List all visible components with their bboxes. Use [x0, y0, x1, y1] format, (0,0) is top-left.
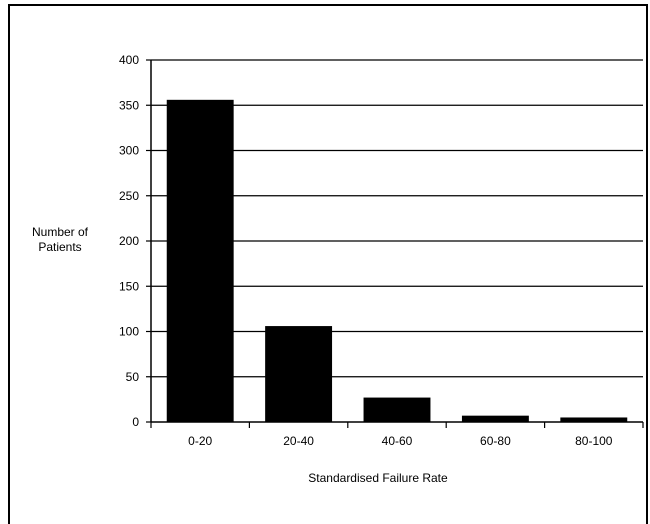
y-tick-label: 0 [132, 415, 139, 429]
y-tick-label: 150 [119, 279, 139, 293]
axes [146, 59, 644, 428]
x-tick-label: 60-80 [480, 434, 511, 448]
y-axis-title-line-2: Patients [38, 240, 81, 254]
bar-60-80 [461, 415, 529, 422]
y-axis-title-line-1: Number of [32, 225, 89, 239]
y-tick-label: 50 [126, 370, 140, 384]
x-tick-label: 80-100 [575, 434, 613, 448]
y-tick-label: 300 [119, 144, 139, 158]
x-axis-title: Standardised Failure Rate [308, 471, 448, 485]
x-tick-label: 40-60 [382, 434, 413, 448]
bar-20-40 [265, 326, 333, 422]
y-tick-label: 250 [119, 189, 139, 203]
y-tick-label: 400 [119, 53, 139, 67]
y-tick-label: 350 [119, 98, 139, 112]
bar-80-100 [560, 417, 628, 422]
x-tick-label: 20-40 [283, 434, 314, 448]
y-tick-label: 200 [119, 234, 139, 248]
chart-frame [8, 4, 648, 524]
bar-0-20 [166, 99, 234, 422]
x-tick-labels: 0-20 20-40 40-60 60-80 80-100 [188, 434, 613, 448]
bars [166, 99, 628, 422]
x-tick-label: 0-20 [188, 434, 212, 448]
y-tick-label: 100 [119, 325, 139, 339]
bar-40-60 [363, 397, 431, 422]
y-tick-labels: 0 50 100 150 200 250 300 350 400 [119, 53, 139, 429]
